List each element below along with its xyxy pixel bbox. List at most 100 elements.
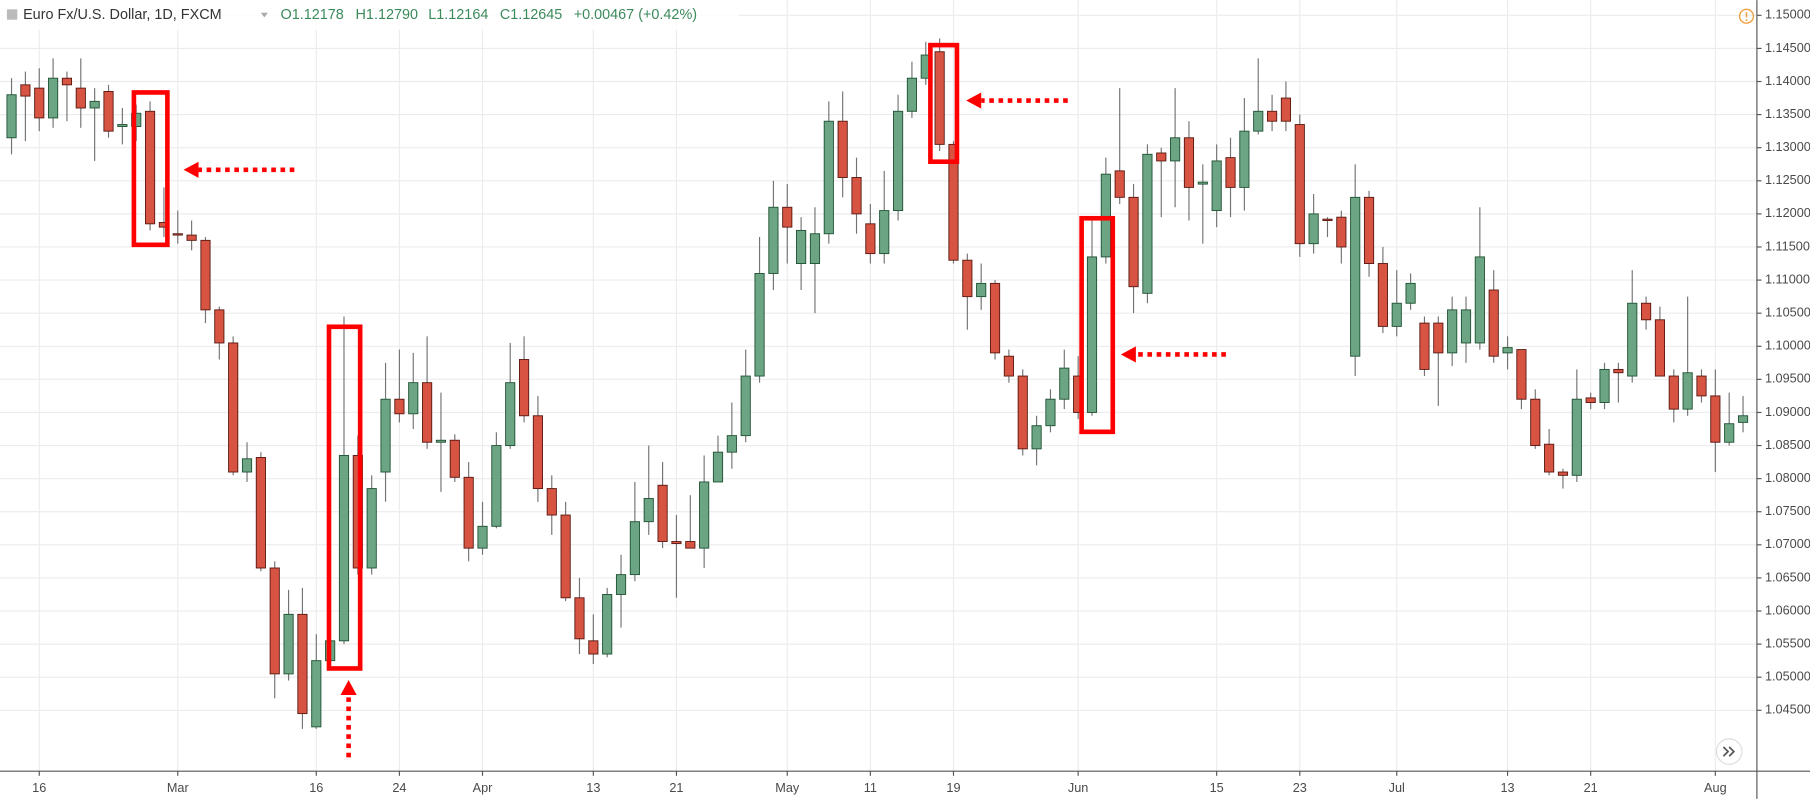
candle-body — [1377, 263, 1388, 327]
x-tick-label: Aug — [1704, 781, 1727, 795]
highlight-box — [326, 324, 363, 671]
dropdown-caret[interactable] — [260, 12, 268, 18]
y-tick-label: 1.07500 — [1765, 504, 1810, 518]
candle-body — [297, 613, 308, 715]
x-tick-label: 15 — [1210, 781, 1224, 795]
candle-body — [879, 210, 890, 255]
x-tick-label: 21 — [669, 781, 683, 795]
candle-body — [1294, 124, 1305, 245]
x-tick-label: Jun — [1068, 781, 1088, 795]
candle-body — [241, 458, 253, 473]
y-tick-label: 1.13000 — [1765, 140, 1810, 154]
candle-body — [1724, 423, 1735, 443]
candle-body — [117, 124, 128, 127]
highlight-box — [928, 42, 960, 165]
candle-body — [1114, 170, 1125, 198]
y-tick-label: 1.12000 — [1765, 206, 1810, 220]
candle-body — [89, 100, 100, 109]
x-tick-label: 23 — [1293, 781, 1307, 795]
close-value: C1.12645 — [500, 7, 562, 23]
candle-body — [1211, 160, 1222, 212]
y-tick-label: 1.12500 — [1765, 173, 1810, 187]
change-value: +0.00467 (+0.42%) — [574, 7, 697, 23]
candle-body — [837, 120, 848, 178]
candle-body — [1086, 256, 1098, 413]
x-tick-label: 13 — [1501, 781, 1515, 795]
candle-body — [255, 457, 266, 569]
arrow-head — [340, 680, 357, 696]
candle-body — [1599, 368, 1610, 403]
candle-body — [200, 239, 211, 311]
candle-body — [726, 435, 737, 453]
header-background — [0, 0, 739, 31]
candle-body — [1419, 322, 1430, 370]
candle-body — [546, 488, 557, 516]
candle-body — [643, 498, 654, 523]
candle-body — [1710, 395, 1721, 443]
y-tick-label: 1.11500 — [1765, 239, 1810, 253]
candle-body — [768, 206, 779, 274]
candle-body — [671, 541, 682, 544]
candle-body — [685, 541, 696, 549]
y-tick-label: 1.10500 — [1765, 306, 1810, 320]
candle-body — [269, 567, 280, 675]
high-value: H1.12790 — [356, 7, 418, 23]
candle-body — [1668, 375, 1679, 410]
y-tick-label: 1.06500 — [1765, 570, 1810, 584]
candle-body — [740, 375, 751, 437]
candle-body — [214, 309, 225, 344]
x-tick-label: 16 — [32, 781, 46, 795]
candle-body — [1156, 152, 1167, 162]
candle-body — [782, 206, 793, 228]
candle-body — [1280, 97, 1292, 122]
candle-body — [1682, 372, 1693, 410]
candle-body — [1433, 322, 1444, 354]
candle-body — [1031, 425, 1042, 450]
y-tick-label: 1.14500 — [1765, 41, 1810, 55]
x-tick-label: 24 — [392, 781, 406, 795]
candle-body — [948, 143, 959, 261]
axis-labels: 1.04500 1.05000 1.05500 1.06000 1.06500 1.070… — [32, 8, 1810, 795]
y-tick-label: 1.04500 — [1765, 703, 1810, 717]
x-tick-label: 21 — [1584, 781, 1598, 795]
candle-body — [629, 521, 640, 576]
alert-icon[interactable] — [1738, 8, 1755, 24]
candle-body — [1488, 289, 1499, 357]
y-tick-label: 1.09500 — [1765, 372, 1810, 386]
candle-body — [1654, 319, 1666, 377]
candle-body — [491, 445, 502, 527]
candle-body — [1530, 398, 1541, 447]
alert-icon-dot — [1745, 19, 1748, 21]
candle-body — [1447, 309, 1458, 354]
y-tick-label: 1.09000 — [1765, 405, 1810, 419]
y-tick-label: 1.08000 — [1765, 471, 1810, 485]
y-tick-label: 1.10000 — [1765, 339, 1810, 353]
candle-body — [1516, 349, 1527, 400]
candle-body — [906, 77, 918, 112]
candle-body — [1557, 471, 1569, 476]
candle-body — [1502, 347, 1513, 354]
candle-body — [48, 77, 59, 119]
candle-body — [1225, 157, 1236, 188]
candle-body — [796, 229, 807, 264]
candle-body — [1737, 415, 1749, 423]
candle-body — [449, 439, 460, 478]
candle-body — [144, 110, 156, 225]
candle-body — [477, 525, 488, 549]
scroll-button-icon — [1722, 746, 1736, 757]
candle-body — [1405, 282, 1416, 304]
candle-body — [338, 455, 350, 642]
candle-body — [463, 476, 474, 549]
candle-body — [505, 382, 516, 447]
candle-body — [408, 382, 419, 415]
arrow-head — [966, 92, 982, 109]
y-tick-label: 1.08500 — [1765, 438, 1810, 452]
candle-body — [311, 660, 322, 728]
candle-body — [380, 398, 391, 473]
arrow-head — [183, 161, 199, 178]
candle-body — [1336, 216, 1347, 248]
y-tick-label: 1.11000 — [1765, 272, 1810, 286]
candle-body — [754, 272, 765, 377]
